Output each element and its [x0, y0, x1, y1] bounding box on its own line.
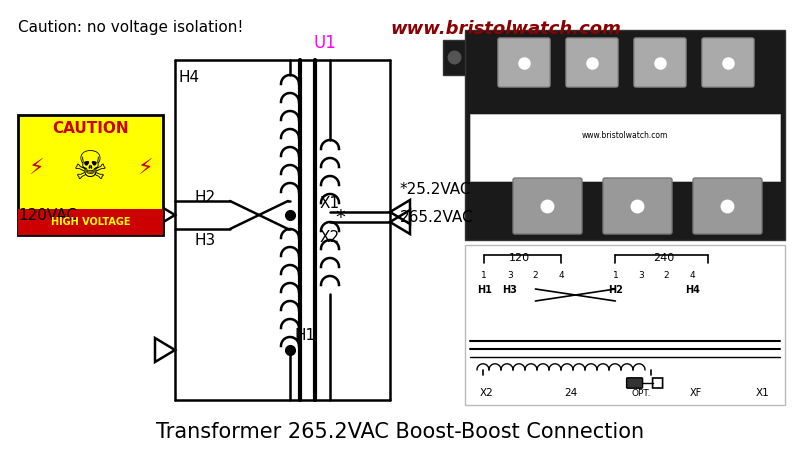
Text: X1: X1 — [320, 197, 340, 212]
Text: ⚡: ⚡ — [138, 159, 153, 179]
Text: 24: 24 — [564, 388, 578, 398]
Text: H1: H1 — [295, 328, 316, 342]
Text: 120VAC: 120VAC — [18, 207, 77, 222]
Text: 265.2VAC: 265.2VAC — [400, 210, 474, 225]
FancyBboxPatch shape — [470, 114, 780, 181]
Text: 1: 1 — [613, 271, 618, 280]
Text: X1: X1 — [756, 388, 770, 398]
Text: *25.2VAC: *25.2VAC — [400, 182, 471, 197]
Text: H1: H1 — [477, 285, 492, 295]
Text: 2: 2 — [533, 271, 538, 280]
Text: 3: 3 — [638, 271, 644, 280]
FancyBboxPatch shape — [566, 38, 618, 87]
FancyBboxPatch shape — [634, 38, 686, 87]
FancyBboxPatch shape — [513, 178, 582, 234]
Text: www.bristolwatch.com: www.bristolwatch.com — [390, 20, 621, 38]
FancyBboxPatch shape — [443, 40, 465, 75]
Text: 240: 240 — [653, 253, 674, 263]
Text: CAUTION: CAUTION — [52, 121, 129, 136]
FancyBboxPatch shape — [498, 38, 550, 87]
Text: 1: 1 — [482, 271, 487, 280]
Text: H2: H2 — [195, 189, 216, 204]
Text: *: * — [335, 207, 345, 226]
Text: H4: H4 — [179, 71, 200, 86]
Text: 3: 3 — [507, 271, 513, 280]
FancyBboxPatch shape — [702, 38, 754, 87]
Text: ☠: ☠ — [73, 149, 108, 187]
FancyBboxPatch shape — [18, 209, 163, 235]
Text: H3: H3 — [502, 285, 518, 295]
Text: H4: H4 — [685, 285, 700, 295]
FancyBboxPatch shape — [465, 30, 785, 240]
Text: Caution: no voltage isolation!: Caution: no voltage isolation! — [18, 20, 243, 35]
Text: U1: U1 — [314, 34, 337, 52]
FancyBboxPatch shape — [693, 178, 762, 234]
Text: 2: 2 — [664, 271, 670, 280]
Text: HIGH VOLTAGE: HIGH VOLTAGE — [50, 217, 130, 227]
Text: OPT.: OPT. — [631, 388, 650, 397]
FancyBboxPatch shape — [465, 245, 785, 405]
FancyBboxPatch shape — [18, 115, 163, 235]
FancyBboxPatch shape — [626, 378, 642, 388]
Text: ⚡: ⚡ — [28, 159, 44, 179]
Text: H3: H3 — [195, 233, 216, 248]
Text: X2: X2 — [480, 388, 494, 398]
Text: 4: 4 — [558, 271, 564, 280]
Text: XF: XF — [690, 388, 702, 398]
FancyBboxPatch shape — [603, 178, 672, 234]
Text: www.bristolwatch.com: www.bristolwatch.com — [582, 130, 668, 140]
Text: 120: 120 — [509, 253, 530, 263]
Text: 4: 4 — [690, 271, 695, 280]
Text: Transformer 265.2VAC Boost-Boost Connection: Transformer 265.2VAC Boost-Boost Connect… — [156, 422, 644, 442]
Text: H2: H2 — [608, 285, 623, 295]
Text: X2: X2 — [320, 230, 340, 245]
